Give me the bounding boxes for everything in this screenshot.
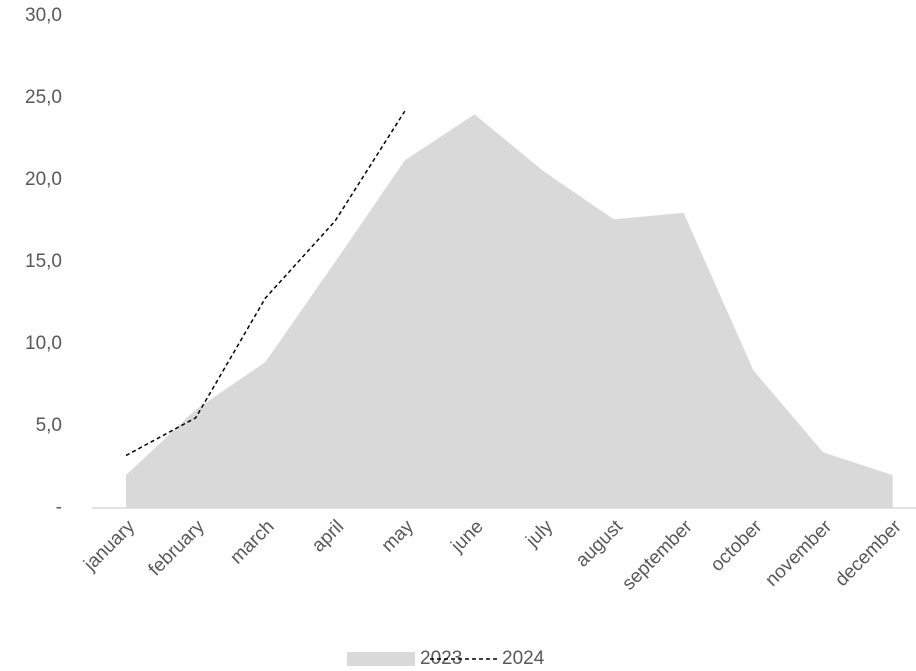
x-tick-label: september: [618, 516, 697, 595]
x-tick-label: november: [761, 516, 836, 591]
area: [126, 114, 893, 509]
line: [125, 110, 406, 457]
x-tick-label: january: [79, 516, 139, 576]
x-tick-label: june: [447, 516, 488, 557]
y-tick-label: -: [56, 497, 62, 518]
x-tick-label: august: [572, 516, 628, 572]
x-tick-label: july: [522, 516, 558, 552]
y-tick-label: 30,0: [25, 5, 62, 26]
legend-label: 2024: [502, 648, 545, 669]
y-tick-label: 20,0: [25, 169, 62, 190]
y-tick-label: 5,0: [36, 415, 62, 436]
y-tick-label: 15,0: [25, 251, 62, 272]
legend-label: 2023: [420, 648, 462, 669]
x-tick-label: april: [308, 516, 348, 556]
y-tick-label: 10,0: [25, 333, 62, 354]
x-tick-label: march: [226, 516, 278, 568]
legend-swatch: [347, 652, 415, 666]
x-tick-label: december: [831, 516, 906, 591]
y-tick-label: 25,0: [25, 87, 62, 108]
x-tick-label: february: [145, 516, 209, 580]
x-tick-label: october: [707, 516, 767, 576]
x-tick-label: may: [378, 516, 419, 557]
